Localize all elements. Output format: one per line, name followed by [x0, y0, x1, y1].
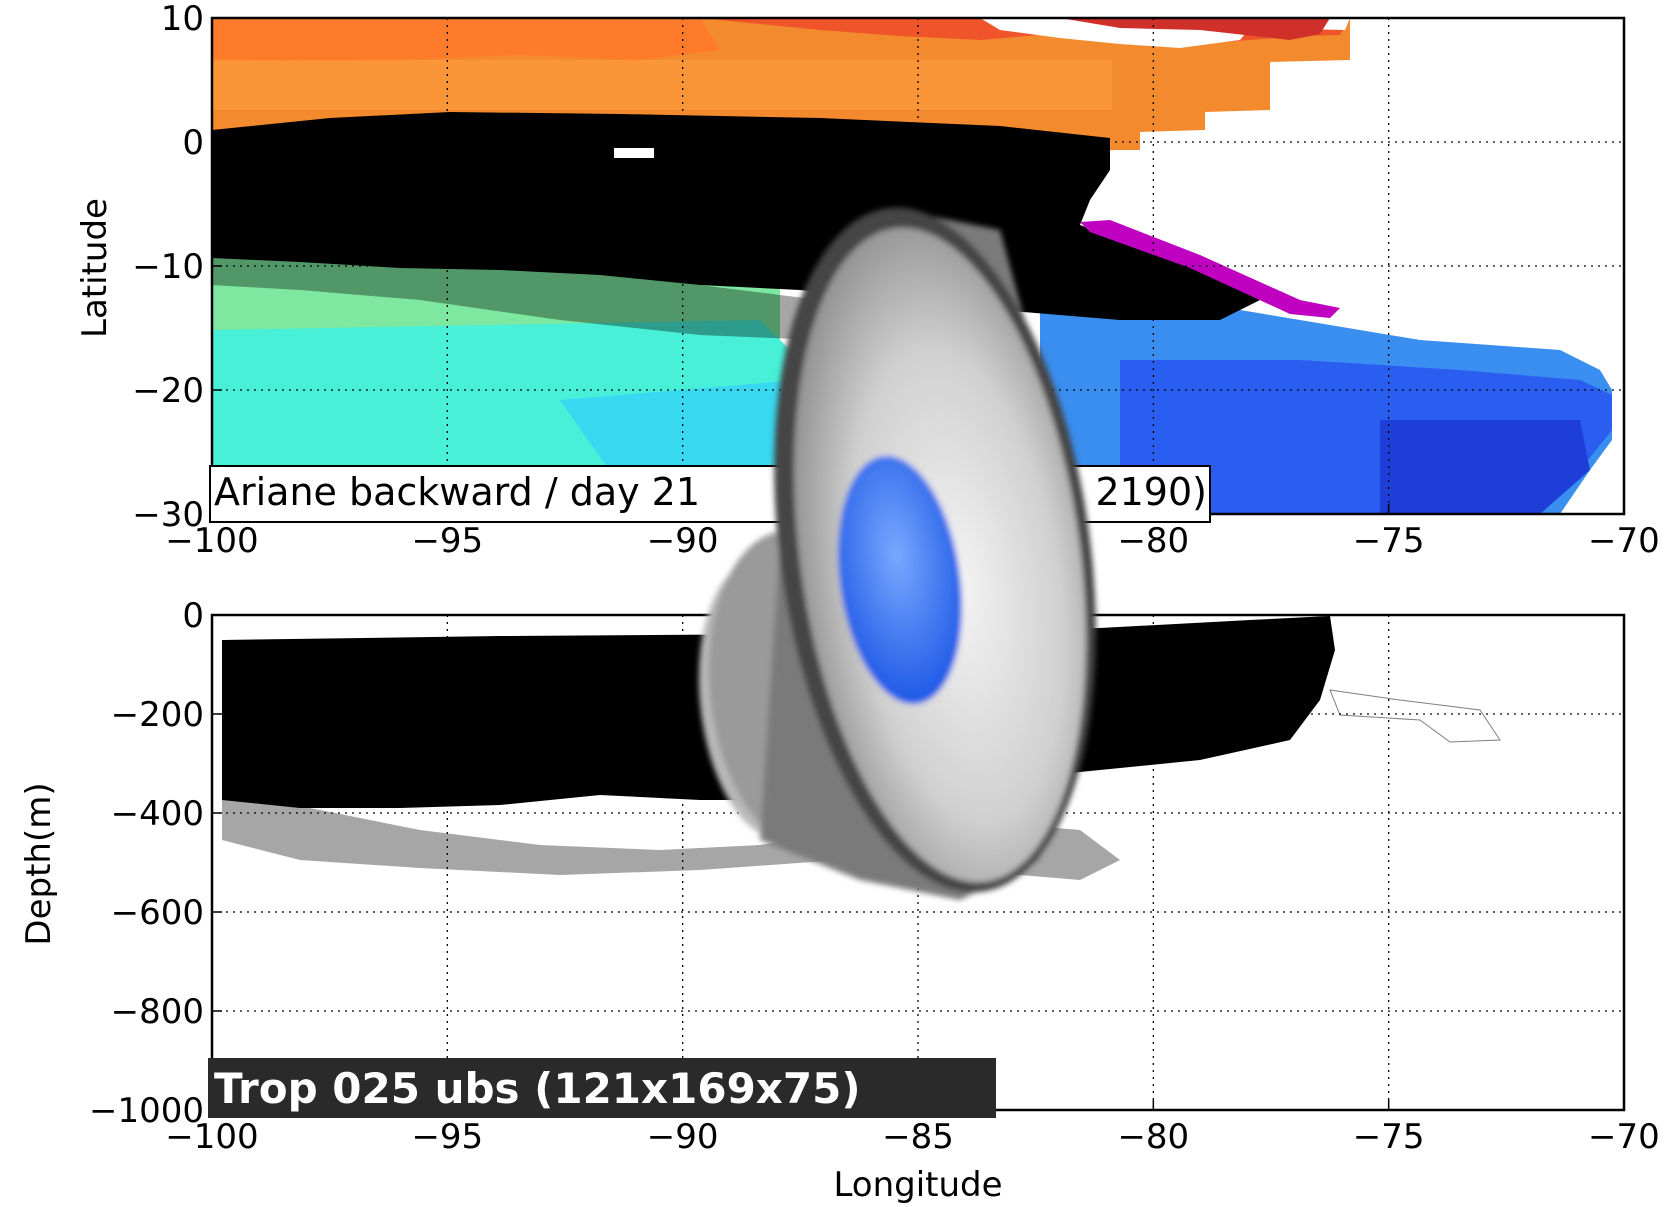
top-annotation-text: Ariane backward / day 21	[214, 470, 700, 514]
bottom-xtick-label: −90	[647, 1117, 719, 1157]
small-white-gap	[614, 148, 654, 158]
bottom-ytick-label: 0	[182, 596, 204, 636]
bottom-xtick-label: −85	[882, 1117, 954, 1157]
top-xtick-label: −70	[1588, 521, 1660, 561]
top-ytick-label: −10	[132, 247, 204, 287]
bottom-xlabel: Longitude	[833, 1165, 1002, 1205]
bottom-xtick-label: −95	[411, 1117, 483, 1157]
bottom-xtick-label: −75	[1353, 1117, 1425, 1157]
top-ytick-label: 10	[161, 0, 204, 39]
contour-orange-band	[212, 18, 720, 62]
top-annotation-tail: 2190)	[1095, 470, 1207, 514]
bottom-ytick-label: −400	[111, 794, 204, 834]
contour-red-top	[1060, 18, 1330, 40]
top-ytick-label: −20	[132, 371, 204, 411]
bottom-ytick-label: −200	[111, 695, 204, 735]
bottom-ticks: −100 −95 −90 −85 −80 −75 −70 0 −200 −400 −600 −800 −…	[89, 596, 1660, 1157]
bottom-ytick-label: −1000	[89, 1091, 204, 1131]
bottom-ytick-label: −800	[111, 992, 204, 1032]
bottom-annotation: Trop 025 ubs (121x169x75)	[208, 1058, 996, 1118]
top-xtick-label: −90	[647, 521, 719, 561]
top-ytick-label: −30	[132, 495, 204, 535]
magenta-band	[1080, 220, 1340, 318]
top-xtick-label: −80	[1117, 521, 1189, 561]
top-xtick-label: −100	[165, 521, 258, 561]
speaker-icon[interactable]	[686, 187, 1137, 913]
depth-trajectory-tail	[1329, 689, 1501, 743]
top-xtick-label: −95	[411, 521, 483, 561]
bottom-ytick-label: −600	[111, 893, 204, 933]
bottom-annotation-text: Trop 025 ubs (121x169x75)	[214, 1064, 861, 1113]
contour-light-orange	[212, 60, 1112, 110]
bottom-ylabel: Depth(m)	[19, 782, 59, 945]
contour-darkblue	[1380, 420, 1590, 514]
top-ytick-label: 0	[182, 123, 204, 163]
trajectory-fringe	[212, 250, 860, 340]
top-ylabel: Latitude	[75, 198, 115, 338]
bottom-xtick-label: −70	[1588, 1117, 1660, 1157]
bottom-xtick-label: −80	[1117, 1117, 1189, 1157]
top-xtick-label: −75	[1353, 521, 1425, 561]
bottom-grid	[212, 615, 1624, 1110]
bottom-xtick-label: −100	[165, 1117, 258, 1157]
